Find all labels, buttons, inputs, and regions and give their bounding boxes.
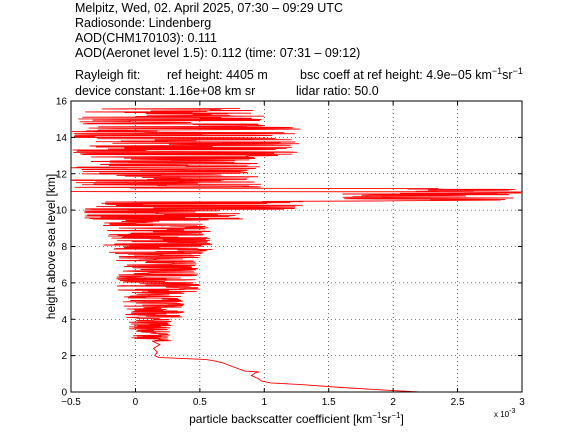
x-tick-label: 0: [133, 397, 139, 408]
header-ref-height: ref height: 4405 m: [167, 68, 268, 82]
x-tick-label: 0.5: [193, 397, 207, 408]
backscatter-profile-line: [71, 108, 522, 392]
bsc-coeff-text: bsc coeff at ref height: 4.9e−05 km: [300, 68, 492, 82]
y-tick-label: 14: [56, 133, 68, 144]
x-tick-label: 2.5: [451, 397, 465, 408]
bsc-coeff-mid: sr: [502, 68, 513, 82]
header-aod-chm: AOD(CHM170103): 0.111: [75, 31, 217, 45]
x-tick-label: 3: [519, 397, 525, 408]
y-axis-label: height above sea level [km]: [44, 174, 58, 319]
header-aod-aeronet: AOD(Aeronet level 1.5): 0.112 (time: 07:…: [75, 46, 361, 60]
x-axis-multiplier: x 10-3: [494, 408, 515, 419]
y-tick-label: 0: [61, 388, 67, 399]
y-tick-label: 12: [56, 169, 68, 180]
x-tick-label: −0.5: [61, 397, 81, 408]
header-radiosonde: Radiosonde: Lindenberg: [75, 16, 212, 30]
x-tick-label: 2: [390, 397, 396, 408]
header-rayleigh-label: Rayleigh fit:: [75, 68, 141, 82]
y-tick-label: 16: [56, 97, 68, 108]
x-tick-label: 1: [262, 397, 268, 408]
bsc-coeff-sup1: −1: [491, 66, 503, 76]
header-device-constant: device constant: 1.16e+08 km sr: [75, 84, 256, 98]
header-site-date: Melpitz, Wed, 02. April 2025, 07:30 – 09…: [75, 1, 343, 15]
x-tick-label: 1.5: [322, 397, 336, 408]
header-lidar-ratio: lidar ratio: 50.0: [296, 84, 379, 98]
x-axis-label: particle backscatter coefficient [km−1sr…: [189, 411, 404, 426]
y-tick-label: 8: [61, 242, 67, 253]
y-tick-label: 10: [56, 206, 68, 217]
bsc-coeff-sup2: −1: [512, 66, 523, 76]
y-tick-label: 4: [61, 315, 67, 326]
y-tick-label: 2: [61, 351, 67, 362]
y-tick-label: 6: [61, 278, 67, 289]
header-bsc-coeff: bsc coeff at ref height: 4.9e−05 km−1sr−…: [300, 66, 523, 83]
